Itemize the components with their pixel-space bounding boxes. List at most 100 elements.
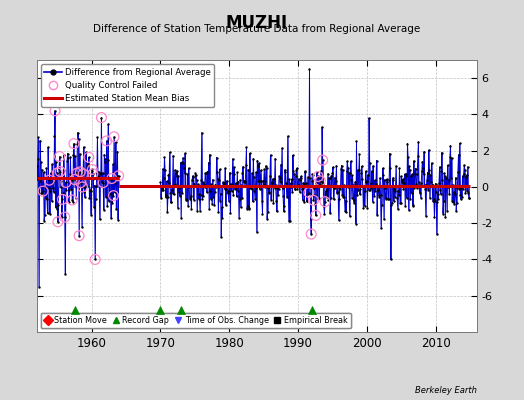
Point <box>328 183 336 189</box>
Point <box>287 184 296 190</box>
Point <box>269 200 278 206</box>
Point <box>364 186 373 193</box>
Point <box>61 214 69 220</box>
Point <box>289 152 297 158</box>
Point <box>58 196 67 202</box>
Point <box>165 171 173 178</box>
Point <box>45 184 53 191</box>
Point <box>247 183 255 189</box>
Point <box>210 202 219 208</box>
Point <box>404 154 412 160</box>
Point <box>229 192 237 198</box>
Point <box>379 165 387 171</box>
Point <box>58 196 67 202</box>
Point <box>399 186 408 192</box>
Point <box>102 138 111 144</box>
Point <box>85 195 94 202</box>
Point <box>77 180 85 186</box>
Point <box>328 170 336 176</box>
Point <box>307 231 315 237</box>
Point <box>306 175 314 181</box>
Point <box>110 134 118 140</box>
Point <box>330 185 339 192</box>
Point <box>192 172 200 178</box>
Point <box>348 195 356 201</box>
Point <box>184 165 193 171</box>
Point <box>303 174 312 180</box>
Point <box>83 160 92 167</box>
Point <box>452 174 460 181</box>
Point <box>333 184 342 190</box>
Point <box>452 208 461 214</box>
Point <box>295 183 303 189</box>
Point <box>344 164 352 171</box>
Point <box>221 165 230 171</box>
Point <box>314 173 322 180</box>
Point <box>76 169 84 175</box>
Point <box>198 129 206 136</box>
Point <box>282 180 290 186</box>
Point <box>114 172 123 179</box>
Point <box>338 192 346 198</box>
Point <box>336 186 345 192</box>
Point <box>263 165 271 172</box>
Point <box>70 176 79 183</box>
Point <box>321 198 329 205</box>
Point <box>455 140 464 147</box>
Point <box>205 152 214 158</box>
Point <box>322 191 330 198</box>
Point <box>287 180 295 186</box>
Point <box>81 184 90 191</box>
Point <box>396 200 404 206</box>
Point <box>293 165 301 172</box>
Point <box>199 179 207 186</box>
Point <box>180 170 189 176</box>
Point <box>157 194 165 201</box>
Point <box>73 141 82 147</box>
Point <box>269 176 277 182</box>
Point <box>89 171 97 177</box>
Point <box>309 172 317 178</box>
Point <box>179 155 187 161</box>
Point <box>265 188 273 195</box>
Point <box>100 152 108 158</box>
Point <box>420 148 428 155</box>
Point <box>174 173 182 179</box>
Point <box>337 166 345 173</box>
Point <box>380 176 389 183</box>
Point <box>299 197 307 203</box>
Point <box>179 160 188 166</box>
Point <box>317 168 325 174</box>
Point <box>331 174 339 181</box>
Point <box>83 183 91 190</box>
Point <box>89 171 97 177</box>
Point <box>435 164 444 170</box>
Point <box>386 150 394 157</box>
Point <box>440 170 449 176</box>
Point <box>169 152 177 159</box>
Point <box>293 186 302 192</box>
Point <box>159 187 168 193</box>
Point <box>40 218 48 224</box>
Point <box>375 194 384 200</box>
Point <box>84 172 92 179</box>
Point <box>78 224 86 230</box>
Point <box>403 140 412 147</box>
Point <box>52 206 61 212</box>
Point <box>57 184 66 190</box>
Point <box>367 184 375 191</box>
Point <box>376 175 384 181</box>
Point <box>251 196 259 202</box>
Point <box>462 172 471 178</box>
Point <box>319 157 327 163</box>
Point <box>332 162 341 169</box>
Point <box>430 196 438 202</box>
Point <box>79 184 87 190</box>
Point <box>94 173 102 179</box>
Point <box>388 177 397 184</box>
Point <box>97 114 106 121</box>
Point <box>307 216 315 222</box>
Point <box>440 198 448 205</box>
Point <box>339 166 347 173</box>
Point <box>239 178 248 184</box>
